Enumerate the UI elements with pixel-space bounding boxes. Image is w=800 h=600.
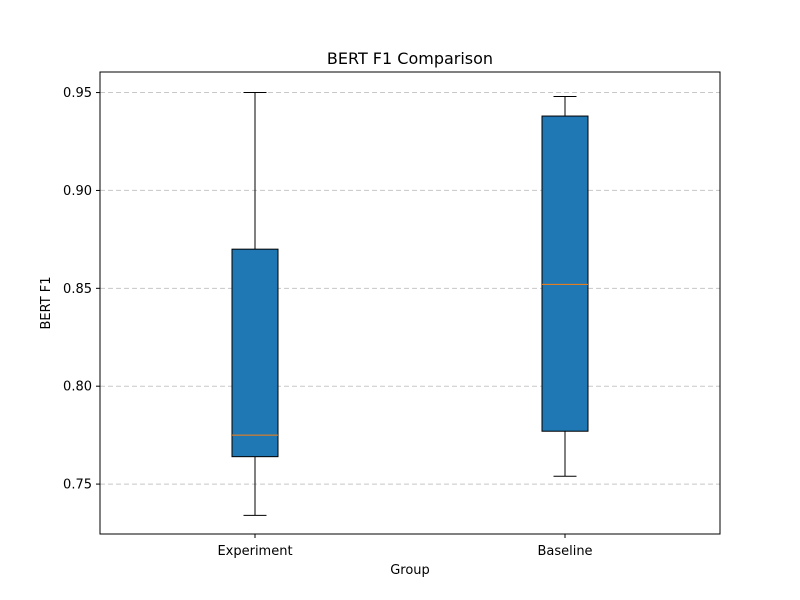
- y-tick-label: 0.80: [63, 380, 92, 395]
- grid-lines: [100, 92, 720, 485]
- y-tick-label: 0.75: [63, 478, 92, 493]
- y-tick-label: 0.85: [63, 282, 92, 297]
- chart-title: BERT F1 Comparison: [327, 49, 493, 68]
- x-axis-label: Group: [390, 563, 430, 578]
- iqr-box: [231, 248, 279, 458]
- box-experiment: [231, 92, 279, 516]
- iqr-box: [541, 115, 589, 432]
- x-axis-ticks: Experiment Baseline: [217, 534, 593, 559]
- y-axis-label: BERT F1: [39, 276, 54, 329]
- x-tick-label: Experiment: [217, 544, 292, 559]
- y-tick-label: 0.90: [63, 184, 92, 199]
- y-axis-ticks: 0.75 0.80 0.85 0.90 0.95: [63, 86, 100, 493]
- box-baseline: [541, 95, 589, 477]
- plot-area-frame: [99, 71, 721, 535]
- x-tick-label: Baseline: [537, 544, 592, 559]
- boxes: [231, 92, 589, 516]
- y-tick-label: 0.95: [63, 86, 92, 101]
